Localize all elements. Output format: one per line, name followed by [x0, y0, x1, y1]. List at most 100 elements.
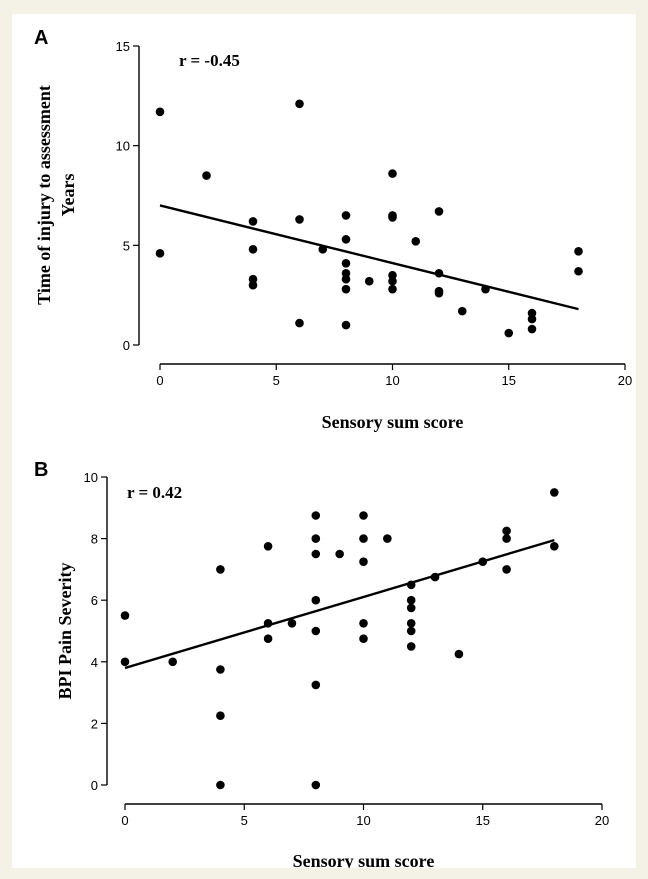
panel-b-data-point	[216, 665, 225, 674]
panel-b-data-point	[216, 565, 225, 574]
panel-b-y-tick-label: 8	[91, 532, 98, 547]
panel-b-data-point	[430, 572, 440, 582]
panel-a-y-tick-label: 10	[116, 139, 130, 154]
panel-a-data-point	[295, 99, 304, 109]
panel-b-data-point	[502, 534, 511, 543]
panel-a-data-point	[457, 306, 467, 316]
panel-a-data-point	[527, 324, 537, 334]
panel-a-regression-line	[159, 204, 579, 311]
panel-b-correlation-annotation: r = 0.42	[127, 483, 182, 502]
panel-a: A 0 5 10 15 20 0 5 10 15 Sensory sum score Time of …	[34, 27, 632, 432]
panel-a-data-point	[388, 276, 397, 286]
panel-a-data-point	[434, 268, 444, 278]
panel-a-data-point	[574, 247, 583, 256]
panel-a-data-point	[527, 308, 537, 318]
panel-a-data-point	[341, 274, 351, 284]
panel-a-data-point	[295, 215, 304, 224]
panel-a-data-point	[341, 268, 351, 278]
panel-a-data-point	[481, 284, 490, 294]
panel-a-data-point	[388, 169, 397, 178]
panel-b-data-point	[406, 619, 416, 628]
panel-a-data-point	[341, 320, 351, 330]
panel-b-x-tick-label: 15	[476, 813, 490, 828]
panel-a-data-point	[341, 235, 351, 244]
panel-b-data-point	[406, 603, 416, 613]
panel-b-data-point	[359, 534, 368, 543]
panel-b-data-point	[359, 634, 368, 643]
panel-b-y-axis-label-line: BPI Pain Severity	[55, 563, 75, 700]
panel-a-data-point	[527, 314, 537, 324]
panel-a-x-axis-label: Sensory sum score	[322, 412, 464, 432]
panel-a-x-tick-label: 5	[273, 373, 280, 388]
panel-a-correlation-annotation: r = -0.45	[179, 51, 240, 70]
panel-b-x-tick-label: 10	[356, 813, 370, 828]
panel-b-regression-line	[124, 538, 555, 670]
panel-b-y-tick-label: 10	[84, 470, 98, 485]
panel-a-data-point	[248, 245, 258, 254]
panel-b-data-point	[383, 534, 392, 543]
panel-b-data-point	[550, 488, 559, 497]
panel-b-y-tick-label: 4	[91, 655, 98, 670]
panel-b-data-point	[216, 780, 225, 790]
panel-b-data-point	[120, 611, 130, 620]
panel-b-data-point	[263, 634, 273, 643]
panel-b-data-point	[359, 511, 368, 520]
panel-b-data-point	[168, 657, 177, 667]
panel-b-x-tick-label: 20	[595, 813, 609, 828]
panel-a-data-point	[574, 266, 583, 276]
panel-a-x-tick-label: 10	[385, 373, 399, 388]
panel-b-data-point	[311, 626, 321, 636]
panel-a-data-point	[388, 284, 397, 294]
panel-b-y-tick-label: 2	[91, 716, 98, 731]
panel-b: B 0 5 10 15 20 0 2 4 6 8 10 Sensory sum score BPI Pai…	[34, 459, 609, 868]
panel-b-y-tick-label: 6	[91, 593, 98, 608]
panel-b-data-point	[311, 549, 321, 559]
panel-a-data-point	[434, 288, 444, 298]
panel-b-data-point	[311, 780, 321, 790]
panel-b-data-point	[406, 595, 416, 605]
panel-b-data-point	[406, 580, 416, 590]
panel-b-data-point	[335, 549, 344, 559]
panel-b-x-tick-label: 5	[241, 813, 248, 828]
panel-a-data-point	[411, 237, 421, 246]
panel-b-data-point	[263, 542, 273, 551]
panel-b-x-axis-label: Sensory sum score	[293, 851, 435, 868]
panel-a-data-point	[341, 211, 351, 220]
panel-b-data-point	[311, 534, 321, 543]
panel-b-data-point	[550, 542, 559, 551]
panel-b-data-point	[120, 657, 130, 667]
panel-a-y-axis-label: Time of injury to assessment Years	[34, 85, 78, 305]
panel-b-letter: B	[34, 459, 48, 481]
panel-b-data-point	[406, 626, 416, 636]
panel-a-data-point	[388, 213, 397, 222]
panel-b-data-point	[359, 557, 368, 566]
panel-a-data-point	[248, 274, 258, 284]
panel-a-data-point	[341, 258, 351, 268]
panel-a-data-point	[341, 284, 351, 294]
panel-b-data-point	[502, 565, 511, 574]
panel-a-data-point	[318, 245, 328, 254]
panel-a-x-tick-label: 0	[156, 373, 163, 388]
panel-b-data-point	[311, 680, 321, 690]
panel-a-letter: A	[34, 27, 48, 49]
panel-b-data-point	[454, 649, 464, 659]
figure: A 0 5 10 15 20 0 5 10 15 Sensory sum score Time of …	[12, 14, 636, 868]
panel-a-data-point	[202, 171, 211, 180]
panel-a-data-point	[295, 318, 304, 328]
panel-b-x-tick-label: 0	[121, 813, 128, 828]
panel-a-y-axis-label-line: Time of injury to assessment	[34, 85, 54, 305]
panel-b-data-point	[359, 619, 368, 628]
panel-a-data-point	[434, 207, 444, 216]
panel-b-data-point	[311, 595, 321, 605]
panel-a-y-tick-label: 0	[123, 338, 130, 353]
panel-a-data-point	[155, 249, 165, 258]
panel-a-y-tick-label: 5	[123, 238, 130, 253]
panel-a-data-point	[155, 107, 165, 117]
panel-a-data-point	[364, 276, 374, 286]
panel-b-data-point	[263, 619, 273, 628]
panel-b-data-point	[311, 511, 321, 520]
panel-b-data-point	[478, 557, 488, 566]
panel-a-y-axis-label-line: Years	[58, 174, 78, 217]
panel-a-data-point	[504, 328, 514, 338]
